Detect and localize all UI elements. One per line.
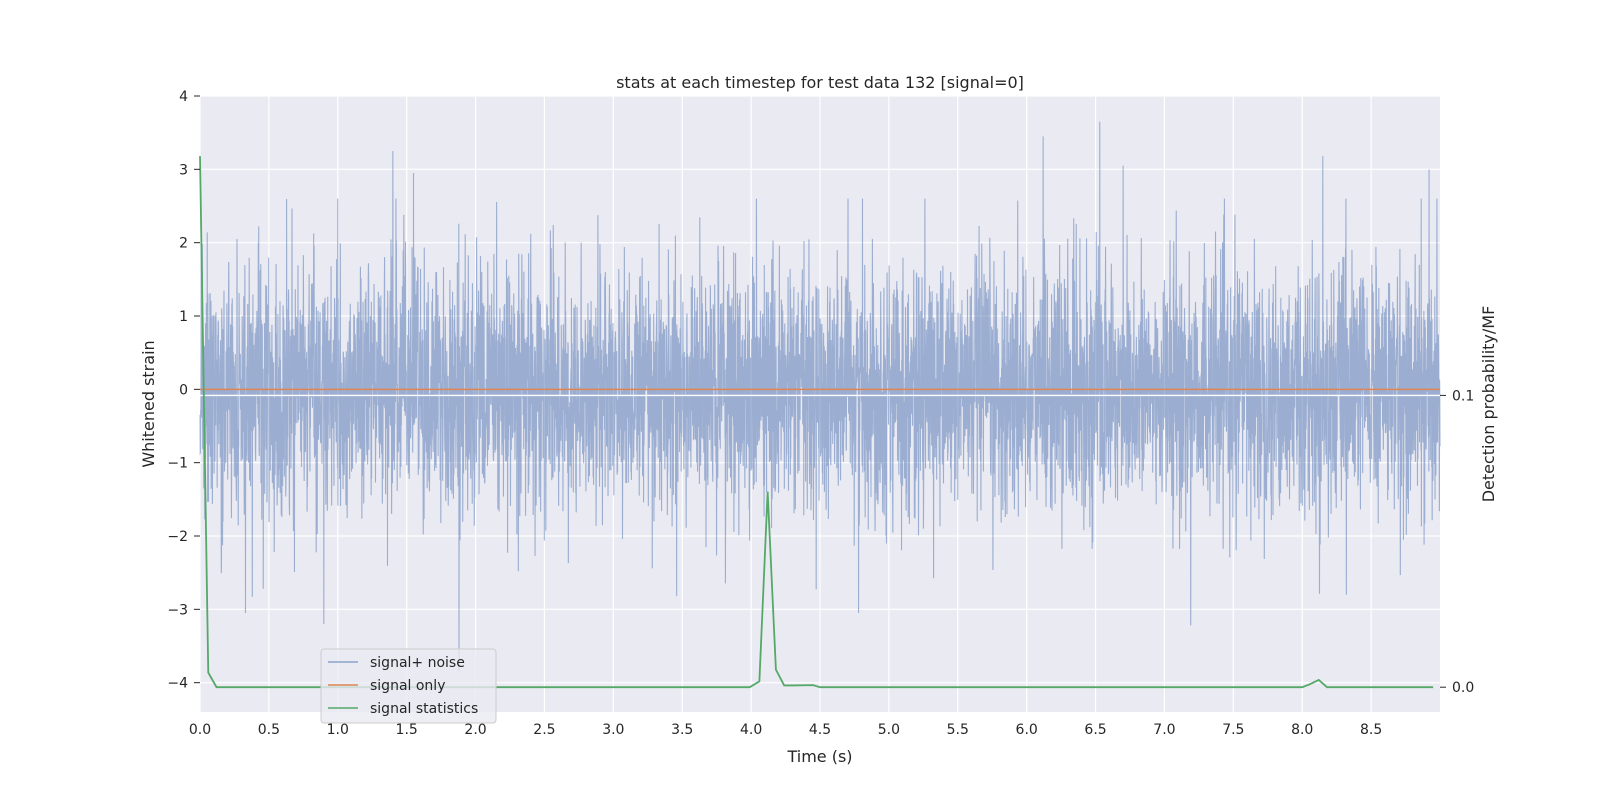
x-tick-label: 1.0 — [327, 722, 349, 738]
y-tick-label: −4 — [167, 676, 188, 692]
x-tick-label: 7.5 — [1222, 722, 1244, 738]
legend-box — [320, 648, 497, 724]
x-tick-label: 4.5 — [809, 722, 831, 738]
legend-label-signal-statistics: signal statistics — [370, 701, 478, 717]
y-axis-ticks: 4 3 2 1 0 −1 −2 −3 −4 — [167, 89, 200, 692]
x-axis-label: Time (s) — [786, 747, 852, 766]
x-tick-label: 7.0 — [1153, 722, 1175, 738]
x-tick-label: 4.0 — [740, 722, 762, 738]
y2-axis-label: Detection probability/MF — [1479, 306, 1498, 503]
x-tick-label: 2.0 — [464, 722, 486, 738]
x-tick-label: 8.0 — [1291, 722, 1313, 738]
chart-title: stats at each timestep for test data 132… — [616, 73, 1024, 92]
x-tick-label: 6.5 — [1084, 722, 1106, 738]
y-tick-label: −2 — [167, 529, 188, 545]
x-tick-label: 0.5 — [258, 722, 280, 738]
y2-tick-label: 0.0 — [1452, 680, 1474, 696]
x-tick-label: 5.5 — [947, 722, 969, 738]
x-tick-label: 5.0 — [878, 722, 900, 738]
y-tick-label: 2 — [179, 236, 188, 252]
y-axis-label: Whitened strain — [139, 340, 158, 467]
y-tick-label: 1 — [179, 309, 188, 325]
y-tick-label: 4 — [179, 89, 188, 105]
y-tick-label: −3 — [167, 602, 188, 618]
y2-axis-ticks: 0.1 0.0 — [1440, 388, 1474, 696]
legend: signal+ noise signal only signal statist… — [320, 648, 497, 724]
y-tick-label: 3 — [179, 162, 188, 178]
noise-line — [199, 121, 1441, 672]
series-signal-noise — [199, 121, 1441, 672]
x-tick-label: 8.5 — [1360, 722, 1382, 738]
x-tick-label: 2.5 — [533, 722, 555, 738]
x-tick-label: 0.0 — [189, 722, 211, 738]
y2-tick-label: 0.1 — [1452, 388, 1474, 404]
legend-label-signal-only: signal only — [370, 678, 445, 694]
x-tick-label: 1.5 — [396, 722, 418, 738]
x-axis-ticks: 0.0 0.5 1.0 1.5 2.0 2.5 3.0 3.5 4.0 4.5 5.0 5.5 6.0 6… — [189, 722, 1382, 738]
x-tick-label: 3.0 — [602, 722, 624, 738]
x-tick-label: 3.5 — [671, 722, 693, 738]
legend-label-signal-noise: signal+ noise — [370, 655, 465, 671]
y-tick-label: −1 — [167, 456, 188, 472]
y-tick-label: 0 — [179, 382, 188, 398]
x-tick-label: 6.0 — [1016, 722, 1038, 738]
